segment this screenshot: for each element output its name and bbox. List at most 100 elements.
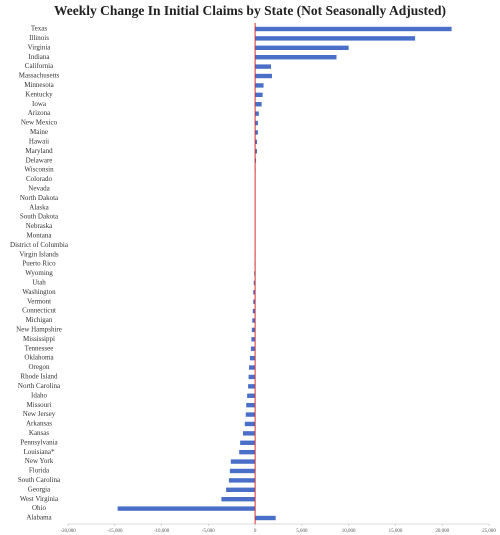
bar <box>249 355 256 361</box>
bar <box>228 478 256 483</box>
bar <box>253 290 256 295</box>
y-tick-label: California <box>25 62 54 70</box>
y-tick-label: Pennsylvania <box>20 438 58 446</box>
bar <box>244 421 256 427</box>
bar <box>247 393 256 398</box>
y-tick-label: Ohio <box>32 504 47 512</box>
x-tick-label: -15,000 <box>107 529 123 534</box>
y-tick-label: Mississippi <box>23 335 55 343</box>
bar <box>117 506 256 511</box>
y-tick-label: Iowa <box>32 100 47 108</box>
bar <box>251 337 256 342</box>
bar <box>253 280 256 286</box>
y-tick-label: Virgin Islands <box>19 250 59 258</box>
y-tick-label: New York <box>25 457 54 465</box>
x-tick-label: 0 <box>254 529 257 534</box>
y-tick-label: Illinois <box>29 34 49 42</box>
y-tick-label: Alaska <box>29 203 49 211</box>
y-tick-label: Utah <box>32 279 46 287</box>
bar <box>255 73 272 79</box>
bar <box>252 318 256 323</box>
bar <box>255 130 258 135</box>
bar <box>245 412 256 417</box>
y-tick-label: North Dakota <box>20 194 59 202</box>
x-tick-label: 25,000 <box>482 529 496 534</box>
y-tick-label: Indiana <box>29 53 51 61</box>
bar <box>248 374 256 380</box>
bar <box>255 45 349 51</box>
bar <box>255 111 259 116</box>
y-tick-label: South Carolina <box>18 476 61 484</box>
y-tick-label: Nebraska <box>26 222 53 230</box>
y-tick-label: Florida <box>29 467 50 475</box>
bar <box>253 299 256 304</box>
x-tick-label: -5,000 <box>202 529 215 534</box>
bar <box>242 431 256 436</box>
y-tick-label: Washington <box>22 288 56 296</box>
bar <box>255 149 257 154</box>
bar <box>255 139 257 145</box>
y-tick-label: Puerto Rico <box>22 260 56 268</box>
bar <box>226 487 256 492</box>
y-tick-label: West Virginia <box>20 495 59 503</box>
y-tick-label: Vermont <box>27 297 51 305</box>
bar <box>255 36 416 41</box>
bar <box>255 55 337 60</box>
y-tick-label: New Mexico <box>21 119 58 127</box>
chart-title: Weekly Change In Initial Claims by State… <box>54 3 446 18</box>
y-tick-label: Georgia <box>28 485 51 493</box>
bar <box>255 515 276 521</box>
bar <box>255 92 263 98</box>
y-tick-label: Missouri <box>27 401 52 409</box>
x-tick-label: 5,000 <box>296 529 308 534</box>
x-tick-label: -10,000 <box>154 529 170 534</box>
x-tick-label: 15,000 <box>389 529 403 534</box>
y-tick-label: Oregon <box>29 363 50 371</box>
y-tick-label: Colorado <box>26 175 53 183</box>
y-tick-label: New Hampshire <box>16 326 62 334</box>
bar <box>251 327 256 333</box>
y-tick-label: Louisiana* <box>23 448 55 456</box>
y-tick-label: New Jersey <box>23 410 56 418</box>
bar <box>239 449 256 455</box>
y-tick-label: Wisconsin <box>24 166 54 174</box>
y-tick-label: Tennessee <box>25 344 54 352</box>
y-tick-label: Oklahoma <box>24 354 54 362</box>
bar <box>246 402 256 408</box>
y-tick-label: Montana <box>27 231 53 239</box>
bar <box>240 440 256 445</box>
y-tick-label: Arizona <box>28 109 51 117</box>
y-tick-label: Connecticut <box>22 307 56 315</box>
bar <box>250 346 256 351</box>
bar <box>248 384 256 389</box>
x-tick-label: 20,000 <box>435 529 449 534</box>
y-tick-label: Nevada <box>28 184 50 192</box>
y-tick-label: Idaho <box>31 391 47 399</box>
x-tick-label: -20,000 <box>60 529 76 534</box>
y-tick-label: Kentucky <box>25 90 53 98</box>
y-tick-label: District of Columbia <box>10 241 69 249</box>
bar <box>230 459 256 464</box>
y-tick-label: Delaware <box>26 156 53 164</box>
y-tick-label: Virginia <box>28 43 52 51</box>
bar <box>252 308 256 314</box>
bar <box>255 26 452 32</box>
y-tick-label: Kansas <box>29 429 49 437</box>
y-tick-label: South Dakota <box>20 213 59 221</box>
y-tick-label: Arkansas <box>26 420 52 428</box>
bar <box>249 365 256 370</box>
x-tick-label: 10,000 <box>342 529 356 534</box>
y-tick-label: Rhode Island <box>20 373 58 381</box>
bar <box>255 83 264 88</box>
bar <box>255 102 262 107</box>
y-tick-label: North Carolina <box>18 382 61 390</box>
y-tick-label: Maine <box>30 128 48 136</box>
y-tick-label: Massachusetts <box>19 72 60 80</box>
y-tick-label: Minnesota <box>24 81 54 89</box>
y-tick-label: Texas <box>31 25 48 33</box>
y-tick-label: Hawaii <box>29 137 49 145</box>
bar <box>255 120 258 126</box>
bar <box>221 496 256 502</box>
bar <box>255 64 272 69</box>
